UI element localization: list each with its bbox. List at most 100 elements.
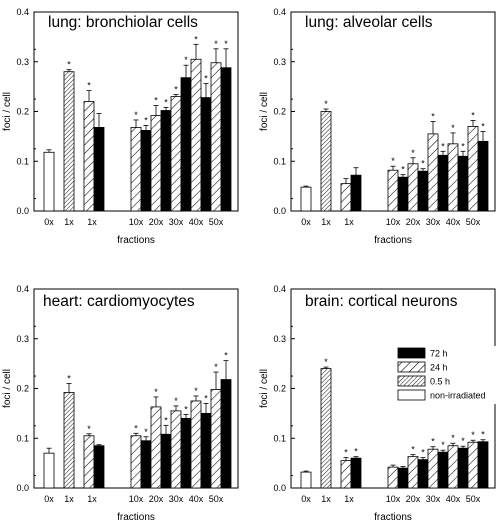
x-tick-label: 50x — [466, 217, 481, 227]
x-tick-label: 1x — [87, 494, 97, 504]
significance-star: * — [471, 110, 475, 120]
x-tick-label: 40x — [446, 217, 461, 227]
significance-star: * — [224, 39, 228, 49]
panel-lung-alveolar: 0.0 0.1 0.2 0.3 0.4 foci / cell 0x 1x 1x 10x 20x 30… — [259, 7, 496, 246]
significance-star: * — [214, 362, 218, 372]
bar — [43, 151, 55, 212]
legend: 72 h 24 h 0.5 h non-irradiated — [395, 346, 500, 404]
bar — [210, 389, 222, 489]
legend-swatch — [397, 347, 426, 359]
y-tick-label: 0.1 — [16, 156, 29, 166]
x-tick-label: 20x — [406, 494, 421, 504]
bar — [83, 435, 95, 489]
x-axis-label: fractions — [117, 512, 155, 523]
significance-star: * — [204, 74, 208, 84]
x-tick-label: 1x — [64, 217, 74, 227]
bar — [200, 97, 212, 212]
panel-title: brain: cortical neurons — [305, 293, 458, 310]
panel-title: lung: bronchiolar cells — [48, 14, 198, 31]
significance-star: * — [411, 148, 415, 158]
bar — [130, 435, 142, 489]
y-tick-label: 0.4 — [16, 284, 29, 294]
x-tick-label: 30x — [426, 494, 441, 504]
y-tick-label: 0.2 — [273, 384, 286, 394]
x-tick-label: 1x — [344, 217, 354, 227]
bar — [447, 143, 459, 212]
y-tick-label: 0.0 — [273, 483, 286, 493]
y-axis-label: foci / cell — [2, 369, 13, 408]
legend-label: 72 h — [430, 349, 448, 359]
x-tick-label: 1x — [64, 494, 74, 504]
significance-star: * — [144, 427, 148, 437]
legend-swatch — [397, 361, 426, 373]
significance-star: * — [421, 448, 425, 458]
significance-star: * — [67, 374, 71, 384]
significance-star: * — [471, 430, 475, 440]
y-tick-label: 0.2 — [273, 107, 286, 117]
x-axis-label: fractions — [374, 512, 412, 523]
bar — [457, 447, 469, 489]
y-tick-label: 0.4 — [16, 7, 29, 17]
significance-star: * — [154, 96, 158, 106]
bar — [350, 457, 362, 489]
x-tick-label: 10x — [386, 494, 401, 504]
x-axis-label: fractions — [117, 235, 155, 246]
bar — [150, 406, 162, 489]
significance-star: * — [441, 141, 445, 151]
significance-star: * — [461, 436, 465, 446]
y-tick-label: 0.2 — [16, 107, 29, 117]
bar — [427, 448, 439, 489]
x-tick-label: 40x — [446, 494, 461, 504]
bar — [467, 126, 479, 212]
bar — [447, 445, 459, 489]
bar — [387, 466, 399, 489]
significance-star: * — [441, 440, 445, 450]
x-tick-label: 10x — [129, 494, 144, 504]
x-tick-label: 50x — [209, 494, 224, 504]
x-tick-label: 50x — [466, 494, 481, 504]
y-axis-label: foci / cell — [2, 92, 13, 131]
significance-star: * — [324, 99, 328, 109]
bar — [160, 110, 172, 212]
y-tick-label: 0.4 — [273, 7, 286, 17]
bar — [340, 183, 352, 212]
bar — [407, 163, 419, 212]
significance-star: * — [174, 85, 178, 95]
y-tick-label: 0.1 — [273, 433, 286, 443]
x-tick-label: 1x — [321, 494, 331, 504]
legend-label: non-irradiated — [430, 391, 486, 401]
x-tick-label: 20x — [406, 217, 421, 227]
bar — [407, 456, 419, 489]
bar — [190, 58, 202, 212]
significance-star: * — [194, 34, 198, 44]
y-tick-label: 0.0 — [16, 206, 29, 216]
significance-star: * — [214, 39, 218, 49]
significance-star: * — [391, 156, 395, 166]
x-tick-label: 0x — [301, 494, 311, 504]
panel-heart-cardiomyocytes: 0.0 0.1 0.2 0.3 0.4 foci / cell 0x 1x 1x 10x 20x 30… — [2, 284, 239, 523]
significance-star: * — [67, 60, 71, 70]
significance-star: * — [164, 98, 168, 108]
bar — [397, 176, 409, 212]
bar — [200, 412, 212, 489]
significance-star: * — [354, 447, 358, 457]
x-tick-label: 20x — [149, 217, 164, 227]
bar — [180, 77, 192, 212]
bar — [63, 71, 75, 212]
x-tick-label: 1x — [321, 217, 331, 227]
x-axis-label: fractions — [374, 235, 412, 246]
bar — [63, 392, 75, 489]
bar — [220, 67, 232, 212]
panel-title: lung: alveolar cells — [305, 14, 433, 31]
significance-star: * — [204, 393, 208, 403]
bar — [43, 452, 55, 489]
y-tick-label: 0.3 — [16, 57, 29, 67]
x-tick-label: 10x — [386, 217, 401, 227]
y-tick-label: 0.1 — [273, 156, 286, 166]
significance-star: * — [154, 387, 158, 397]
significance-star: * — [87, 81, 91, 91]
bar — [477, 441, 489, 489]
significance-star: * — [461, 141, 465, 151]
x-tick-label: 30x — [169, 494, 184, 504]
panel-title: heart: cardiomyocytes — [43, 293, 195, 310]
